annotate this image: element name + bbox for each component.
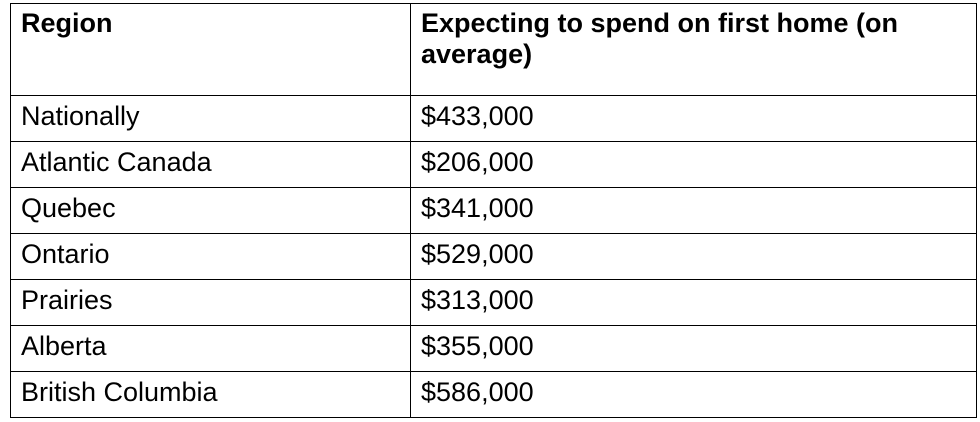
table-row: Atlantic Canada $206,000 [10, 141, 977, 188]
table-row: British Columbia $586,000 [10, 371, 977, 418]
table-header-row: Region Expecting to spend on first home … [10, 3, 977, 96]
cell-amount: $586,000 [410, 371, 977, 418]
cell-region: British Columbia [10, 371, 411, 418]
cell-amount: $313,000 [410, 279, 977, 326]
cell-amount: $341,000 [410, 187, 977, 234]
cell-region: Alberta [10, 325, 411, 372]
table-row: Ontario $529,000 [10, 233, 977, 280]
header-region: Region [10, 3, 411, 96]
table-row: Prairies $313,000 [10, 279, 977, 326]
cell-amount: $433,000 [410, 95, 977, 142]
cell-amount: $355,000 [410, 325, 977, 372]
cell-region: Quebec [10, 187, 411, 234]
cell-region: Nationally [10, 95, 411, 142]
table-row: Quebec $341,000 [10, 187, 977, 234]
table-row: Nationally $433,000 [10, 95, 977, 142]
cell-region: Ontario [10, 233, 411, 280]
cell-region: Prairies [10, 279, 411, 326]
home-spending-table: Region Expecting to spend on first home … [10, 3, 977, 418]
header-expected-spend: Expecting to spend on first home (on ave… [410, 3, 977, 96]
cell-amount: $529,000 [410, 233, 977, 280]
table-row: Alberta $355,000 [10, 325, 977, 372]
cell-region: Atlantic Canada [10, 141, 411, 188]
cell-amount: $206,000 [410, 141, 977, 188]
